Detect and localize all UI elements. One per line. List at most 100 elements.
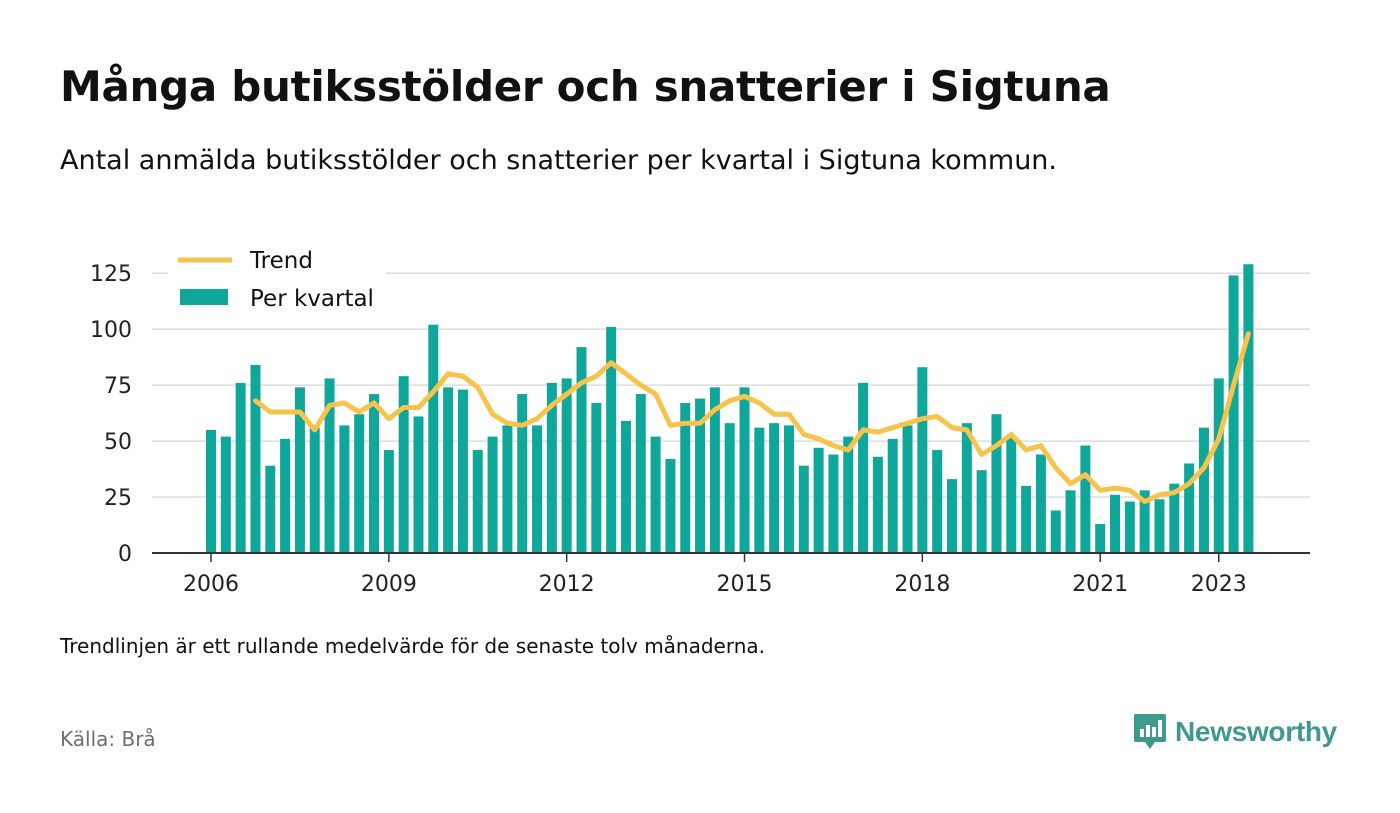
- y-tick-label: 25: [104, 486, 132, 511]
- bar: [265, 465, 276, 553]
- bar: [1139, 490, 1150, 553]
- bar: [843, 436, 854, 553]
- bar: [695, 398, 706, 553]
- y-tick-label: 100: [90, 318, 132, 343]
- bar: [220, 436, 231, 553]
- bar: [369, 394, 380, 553]
- bar: [235, 382, 246, 553]
- y-tick-label: 75: [104, 374, 132, 399]
- x-tick-label: 2018: [894, 572, 950, 597]
- bar: [428, 324, 439, 553]
- bar: [487, 436, 498, 553]
- bar: [635, 394, 646, 553]
- bar: [961, 423, 972, 553]
- chart-subtitle: Antal anmälda butiksstölder och snatteri…: [60, 145, 1057, 176]
- x-tick-label: 2006: [183, 572, 239, 597]
- y-tick-label: 50: [104, 430, 132, 455]
- line-series-trend: [253, 331, 1251, 504]
- bar: [754, 427, 765, 553]
- bar: [354, 414, 365, 553]
- bar: [665, 458, 676, 553]
- bar: [1198, 427, 1209, 553]
- bar: [813, 447, 824, 553]
- bar: [339, 425, 350, 553]
- legend: Trend Per kvartal: [168, 243, 386, 321]
- bar: [709, 387, 720, 553]
- bar: [472, 450, 483, 553]
- bar: [976, 470, 987, 553]
- bar: [1243, 264, 1254, 553]
- bar: [383, 450, 394, 553]
- bar: [783, 425, 794, 553]
- x-tick-label: 2012: [539, 572, 595, 597]
- bar: [620, 420, 631, 553]
- legend-swatch-per-kvartal: [180, 289, 228, 305]
- bar: [680, 403, 691, 553]
- chart-title: Många butiksstölder och snatterier i Sig…: [60, 62, 1111, 111]
- x-tick-label: 2021: [1072, 572, 1128, 597]
- bar: [1110, 494, 1121, 553]
- bar: [739, 387, 750, 553]
- bar: [872, 456, 883, 553]
- bar: [294, 387, 305, 553]
- bar: [561, 378, 572, 553]
- bar: [1154, 499, 1165, 553]
- bar: [858, 382, 869, 553]
- brand-logo[interactable]: Newsworthy: [1133, 712, 1337, 752]
- bar: [1021, 485, 1032, 553]
- bar: [1095, 523, 1106, 553]
- x-tick-label: 2009: [361, 572, 417, 597]
- source-text: Källa: Brå: [60, 727, 156, 751]
- bar: [413, 416, 424, 553]
- bar: [798, 465, 809, 553]
- bar: [1006, 436, 1017, 553]
- bar: [250, 364, 261, 553]
- bar: [606, 326, 617, 553]
- bar: [650, 436, 661, 553]
- bar: [947, 479, 957, 553]
- bar: [576, 347, 587, 553]
- bar: [532, 425, 543, 553]
- bar: [1228, 275, 1239, 553]
- bar: [724, 423, 735, 553]
- bar: [828, 454, 839, 553]
- bar: [280, 438, 291, 553]
- bar: [1080, 445, 1091, 553]
- bar: [309, 427, 320, 553]
- x-tick-label: 2015: [717, 572, 773, 597]
- trend-note: Trendlinjen är ett rullande medelvärde f…: [60, 634, 766, 658]
- bar: [324, 378, 335, 553]
- bar: [1169, 483, 1180, 553]
- bar: [1065, 490, 1076, 553]
- bar: [1050, 510, 1061, 553]
- x-tick-label: 2023: [1191, 572, 1247, 597]
- bar: [591, 403, 602, 553]
- legend-background: [168, 243, 386, 321]
- bar: [206, 429, 216, 553]
- y-tick-label: 125: [90, 262, 132, 287]
- bar: [1213, 378, 1224, 553]
- bar: [398, 376, 409, 553]
- brand-name: Newsworthy: [1175, 716, 1337, 747]
- newsworthy-logo-icon: [1134, 714, 1166, 749]
- axes: 0 25 50 75 100 125 2006 2009 2012 2015 2018 2021 202…: [90, 262, 1310, 597]
- bar: [502, 425, 513, 553]
- bar: [917, 367, 928, 553]
- y-tick-label: 0: [118, 542, 132, 567]
- bar: [1035, 454, 1046, 553]
- bar: [769, 423, 780, 553]
- bar: [991, 414, 1002, 553]
- bar: [1184, 463, 1195, 553]
- bar: [902, 425, 913, 553]
- bar: [1124, 501, 1135, 553]
- bar: [457, 389, 468, 553]
- bar: [887, 438, 898, 553]
- trend-line: [253, 331, 1251, 504]
- bar: [932, 450, 943, 553]
- bar: [443, 387, 454, 553]
- bar: [517, 394, 528, 553]
- bar-series-per-kvartal: [206, 264, 1254, 553]
- legend-label-trend: Trend: [249, 248, 313, 274]
- chart-area: 0 25 50 75 100 125 2006 2009 2012 2015 2018 2021 202…: [90, 243, 1310, 597]
- legend-label-per-kvartal: Per kvartal: [250, 286, 374, 312]
